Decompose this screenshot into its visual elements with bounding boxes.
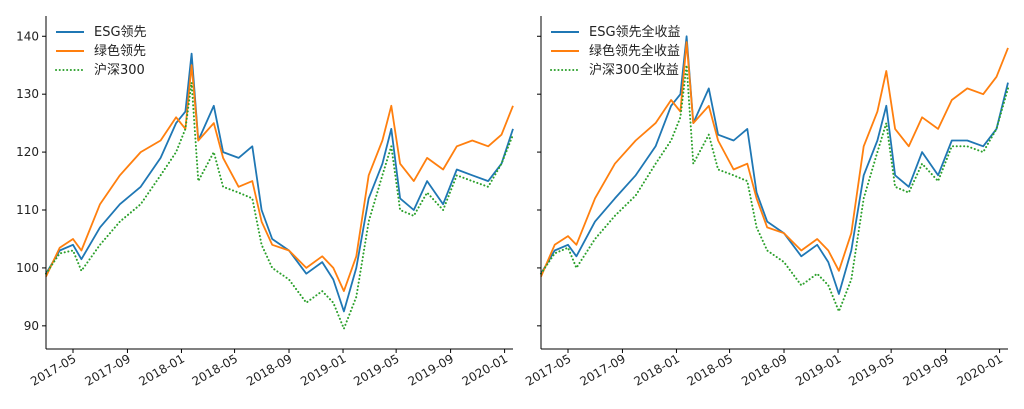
- series-line-1: [45, 52, 514, 313]
- series-line-2: [45, 64, 514, 293]
- y-tick-label: 130: [16, 87, 39, 101]
- series-line-1: [540, 35, 1009, 295]
- legend-label-3: 沪深300: [94, 62, 145, 78]
- x-tick-label: 2018-05: [685, 351, 735, 388]
- x-tick-label: 2018-05: [190, 351, 240, 388]
- legend-label-1: ESG领先: [94, 25, 147, 40]
- series-line-2: [540, 41, 1009, 277]
- legend-label-1: ESG领先全收益: [589, 24, 681, 40]
- x-tick-label: 2018-09: [739, 351, 789, 388]
- y-tick-label: 90: [24, 319, 39, 333]
- x-tick-label: 2020-01: [955, 351, 1005, 388]
- y-tick-label: 110: [16, 203, 39, 217]
- x-tick-label: 2019-05: [351, 351, 401, 388]
- legend-label-3: 沪深300全收益: [589, 62, 679, 78]
- legend-label-2: 绿色领先全收益: [589, 43, 680, 59]
- x-tick-label: 2019-09: [406, 351, 456, 388]
- x-tick-label: 2019-09: [901, 351, 951, 388]
- chart-panel-2: 2017-05 2017-09 2018-01 2018-05 2018-09 2019-…: [523, 16, 1009, 389]
- x-tick-label: 2018-01: [137, 351, 187, 388]
- x-tick-label: 2017-09: [83, 351, 133, 388]
- x-tick-label: 2018-09: [244, 351, 294, 388]
- series-line-3: [45, 81, 514, 330]
- legend-label-2: 绿色领先: [94, 43, 146, 59]
- x-tick-label: 2019-01: [298, 351, 348, 388]
- x-tick-label: 2019-01: [793, 351, 843, 388]
- x-tick-label: 2020-01: [460, 351, 510, 388]
- y-tick-label: 140: [16, 29, 39, 43]
- y-tick-label: 100: [16, 261, 39, 275]
- series-line-3: [540, 64, 1009, 313]
- y-tick-label: 120: [16, 145, 39, 159]
- x-tick-label: 2018-01: [632, 351, 682, 388]
- x-tick-label: 2017-05: [28, 351, 78, 388]
- x-tick-label: 2017-09: [578, 351, 628, 388]
- x-tick-label: 2019-05: [846, 351, 896, 388]
- x-tick-label: 2017-05: [523, 351, 573, 388]
